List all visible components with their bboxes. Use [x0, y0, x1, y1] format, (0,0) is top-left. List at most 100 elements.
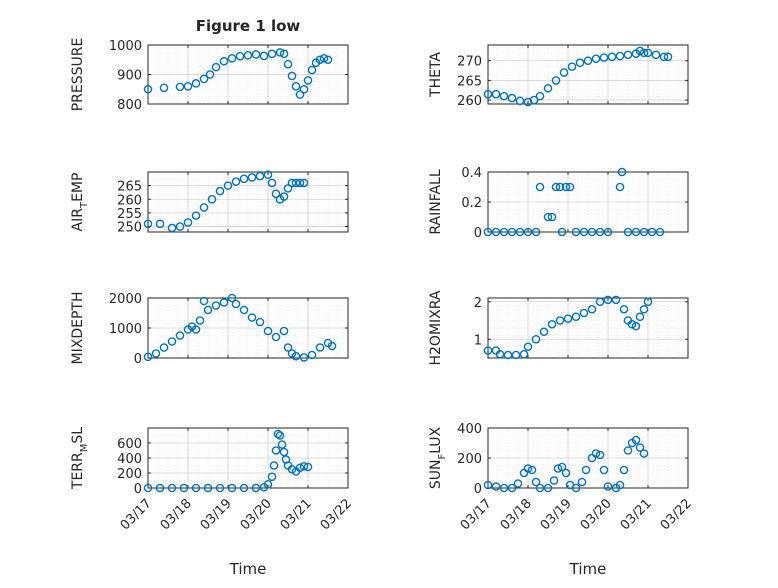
data-point: [615, 51, 625, 61]
panel-pressure: 800 900 1000 PRESSURE Figure 1 low: [70, 17, 349, 113]
data-point: [327, 341, 337, 351]
data-point: [267, 472, 277, 482]
data-point: [179, 483, 189, 493]
x-tick-label: 03/22: [318, 496, 355, 533]
data-point: [299, 353, 309, 362]
data-point: [143, 483, 153, 493]
x-tick-label: 03/21: [278, 496, 315, 533]
data-point: [191, 483, 201, 493]
data-point: [495, 349, 505, 359]
data-point: [547, 212, 557, 222]
data-point: [267, 49, 277, 59]
data-point: [491, 89, 501, 99]
data-point: [279, 326, 289, 336]
data-point: [627, 319, 637, 329]
data-point: [483, 89, 493, 99]
y-axis-label-main: MIXDEPTH: [70, 292, 86, 365]
data-point: [271, 189, 281, 199]
data-point: [591, 54, 601, 64]
data-point: [631, 227, 641, 237]
data-point: [615, 480, 625, 490]
data-point: [279, 49, 289, 59]
data-point: [167, 337, 177, 346]
data-point: [277, 440, 287, 449]
data-point: [227, 483, 237, 493]
data-point: [595, 450, 605, 460]
data-point: [587, 227, 597, 237]
data-point: [223, 181, 233, 190]
data-point: [639, 227, 649, 237]
data-point: [643, 48, 653, 58]
data-point: [611, 295, 621, 305]
data-point: [159, 83, 169, 93]
x-tick-label: 03/20: [238, 496, 275, 533]
y-axis-label: TERRMSL: [70, 427, 90, 490]
y-tick-label: 2000: [109, 292, 142, 307]
data-point: [255, 317, 265, 327]
y-tick-label: 1000: [109, 322, 142, 337]
y-axis-label-main: PRESSURE: [70, 38, 86, 112]
data-point: [619, 304, 629, 314]
data-point: [199, 296, 209, 306]
data-point: [205, 70, 215, 79]
data-point: [523, 227, 533, 237]
data-point: [595, 227, 605, 237]
data-point: [507, 93, 517, 103]
data-point: [239, 305, 249, 315]
data-point: [275, 431, 285, 440]
data-point: [191, 325, 201, 334]
axes-box: [487, 44, 689, 105]
data-point: [263, 479, 273, 489]
data-point: [315, 55, 325, 65]
data-point: [557, 227, 567, 237]
chart-title: Figure 1 low: [196, 17, 301, 35]
data-point: [295, 178, 305, 188]
y-tick-label: 1000: [109, 39, 142, 54]
data-point: [199, 74, 209, 84]
data-point: [663, 52, 673, 62]
y-tick-label: 200: [117, 467, 142, 482]
data-point: [267, 178, 277, 188]
data-point: [561, 182, 571, 192]
data-point: [571, 227, 581, 237]
data-point: [315, 343, 325, 352]
data-point: [571, 483, 581, 493]
data-point: [579, 308, 589, 318]
data-point: [215, 483, 225, 493]
axes-box: [147, 171, 349, 233]
y-tick-label: 200: [457, 452, 482, 467]
data-point: [511, 350, 521, 360]
data-point: [307, 350, 317, 360]
data-point: [203, 483, 213, 493]
x-tick-label: 03/17: [118, 496, 155, 533]
y-axis-label-sub: F: [437, 454, 448, 460]
y-tick-label: 400: [457, 422, 482, 437]
data-point: [523, 464, 533, 473]
data-point: [203, 305, 213, 315]
y-axis-label: RAINFALL: [428, 169, 444, 234]
y-axis-label-tail: EMP: [70, 173, 86, 202]
y-axis-label-main: THETA: [428, 52, 444, 98]
data-point: [535, 483, 545, 493]
y-tick-label: 0: [134, 352, 142, 367]
y-tick-label: 0.2: [461, 196, 482, 211]
x-tick-label: 03/18: [158, 496, 195, 533]
y-tick-label: 400: [117, 452, 142, 467]
data-point: [561, 468, 571, 478]
data-point: [587, 304, 597, 314]
data-point: [299, 178, 309, 188]
panel-mixdepth: 0 1000 2000 MIXDEPTH: [70, 292, 349, 367]
data-point: [227, 53, 237, 63]
data-point: [563, 314, 573, 323]
y-tick-label: 265: [457, 74, 482, 89]
data-point: [623, 227, 633, 237]
data-point: [271, 332, 281, 342]
data-point: [549, 476, 559, 485]
data-point: [279, 447, 289, 457]
data-point: [547, 319, 557, 329]
data-point: [599, 53, 609, 62]
y-tick-label: 260: [117, 193, 142, 208]
data-point: [499, 227, 509, 237]
